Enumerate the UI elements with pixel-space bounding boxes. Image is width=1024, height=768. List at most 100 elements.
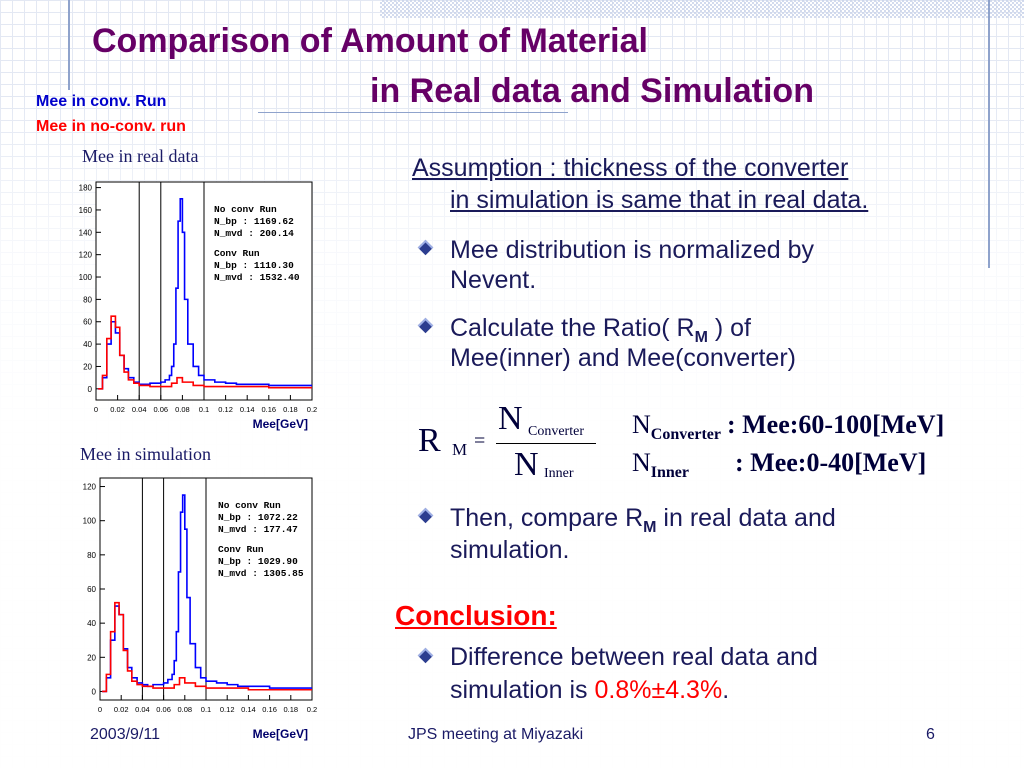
x-tick-label: 0.08 <box>175 405 190 414</box>
assumption-line2: in simulation is same that in real data. <box>450 186 869 214</box>
bullet-normalized-line2: Nevent. <box>450 266 537 294</box>
stats-label: No conv Run <box>218 500 281 511</box>
x-tick-label: 0.12 <box>218 405 233 414</box>
bullet-ratio-post: ) of <box>707 314 751 342</box>
stats-line: N_mvd : 177.47 <box>218 524 298 535</box>
stats-line: N_bp : 1110.30 <box>214 260 294 271</box>
x-tick-label: 0.2 <box>307 405 317 414</box>
legend-conv-run: Mee in conv. Run <box>36 93 167 110</box>
x-tick-label: 0 <box>98 705 102 714</box>
x-tick-label: 0.18 <box>283 405 298 414</box>
conclusion-line2: simulation is 0.8%±4.3%. <box>450 674 729 706</box>
bullet-compare-line2: simulation. <box>450 536 570 564</box>
stats-line: N_bp : 1169.62 <box>214 216 294 227</box>
footer-date: 2003/9/11 <box>90 726 160 743</box>
conclusion-line2-pre: simulation is <box>450 676 595 704</box>
caption-simulation: Mee in simulation <box>80 444 211 464</box>
top-decorative-band <box>380 0 1024 18</box>
formula-denominator-N: N <box>514 446 539 483</box>
x-tick-label: 0.04 <box>135 705 150 714</box>
x-tick-label: 0.2 <box>307 705 317 714</box>
def-converter-N: N <box>632 410 651 439</box>
def-inner: NInner : Mee:0-40[MeV] <box>632 448 926 482</box>
x-tick-label: 0.08 <box>177 705 192 714</box>
bullet-ratio-line2: Mee(inner) and Mee(converter) <box>450 344 796 372</box>
x-tick-label: 0.16 <box>261 405 276 414</box>
x-tick-label: 0.02 <box>114 705 129 714</box>
y-tick-label: 120 <box>79 251 93 260</box>
stats-line: N_bp : 1072.22 <box>218 512 298 523</box>
footer-page-number: 6 <box>926 726 935 743</box>
ratio-formula: R M = N Converter N Inner <box>418 400 608 490</box>
left-accent-line <box>68 0 70 90</box>
y-tick-label: 0 <box>92 687 97 696</box>
formula-equals: = <box>474 430 486 452</box>
y-tick-label: 100 <box>79 273 93 282</box>
formula-fraction-bar <box>496 443 596 444</box>
y-tick-label: 60 <box>87 585 96 594</box>
x-tick-label: 0.16 <box>262 705 277 714</box>
def-converter: NConverter : Mee:60-100[MeV] <box>632 410 944 444</box>
bullet-ratio-sub: M <box>694 329 708 346</box>
def-inner-sub: Inner <box>650 464 690 482</box>
def-converter-text: : Mee:60-100[MeV] <box>726 410 945 439</box>
y-tick-label: 40 <box>83 340 92 349</box>
x-tick-label: 0 <box>94 405 98 414</box>
x-tick-label: 0.14 <box>240 405 255 414</box>
conclusion-line2-post: . <box>722 676 730 704</box>
y-tick-label: 0 <box>88 385 93 394</box>
x-axis-label: Mee[GeV] <box>253 727 308 741</box>
conclusion-line1: Difference between real data and <box>450 643 818 671</box>
x-tick-label: 0.18 <box>283 705 298 714</box>
assumption-line1: Assumption : thickness of the converter <box>412 154 849 182</box>
footer-meeting: JPS meeting at Miyazaki <box>408 726 584 743</box>
y-tick-label: 160 <box>79 206 93 215</box>
y-tick-label: 40 <box>87 619 96 628</box>
legend-noconv-run: Mee in no-conv. run <box>36 118 186 135</box>
title-underline <box>258 112 568 113</box>
stats-label: Conv Run <box>214 248 260 259</box>
stats-label: No conv Run <box>214 204 277 215</box>
stats-line: N_mvd : 1305.85 <box>218 568 304 579</box>
bullet-compare-sub: M <box>643 519 657 536</box>
x-tick-label: 0.04 <box>132 405 147 414</box>
def-inner-N: N <box>632 448 651 477</box>
conclusion-value: 0.8%±4.3% <box>594 676 723 704</box>
y-tick-label: 20 <box>83 362 92 371</box>
bullet-normalized-line1: Mee distribution is normalized by <box>450 236 815 264</box>
bullet-compare-line1: Then, compare RM in real data and <box>450 502 836 544</box>
bullet-compare-pre: Then, compare R <box>450 504 644 532</box>
y-tick-label: 100 <box>83 517 97 526</box>
series-noconv-run <box>98 315 312 390</box>
def-converter-sub: Converter <box>650 426 721 444</box>
series-conv-run <box>102 494 312 693</box>
series-noconv-run <box>102 601 312 693</box>
x-tick-label: 0.06 <box>156 705 171 714</box>
stats-label: Conv Run <box>218 544 264 555</box>
right-accent-line <box>988 0 990 268</box>
y-tick-label: 60 <box>83 318 92 327</box>
formula-numerator-sub: Converter <box>528 424 584 439</box>
y-tick-label: 20 <box>87 653 96 662</box>
histogram-simulation: 0 20 40 60 80 100 120 0 0.02 0.04 0.06 0.08 0.1 0.12 0… <box>83 477 317 741</box>
formula-denominator-sub: Inner <box>544 466 574 481</box>
stats-line: N_bp : 1029.90 <box>218 556 298 567</box>
formula-numerator-N: N <box>498 400 523 437</box>
formula-R-sub: M <box>452 440 468 459</box>
x-tick-label: 0.12 <box>220 705 235 714</box>
x-tick-label: 0.06 <box>153 405 168 414</box>
x-axis-label: Mee[GeV] <box>253 417 308 431</box>
x-tick-label: 0.14 <box>241 705 256 714</box>
y-tick-label: 80 <box>87 551 96 560</box>
y-tick-label: 140 <box>79 228 93 237</box>
x-tick-label: 0.02 <box>110 405 125 414</box>
caption-real-data: Mee in real data <box>82 146 199 166</box>
formula-R: R <box>418 422 441 459</box>
y-tick-label: 120 <box>83 483 97 492</box>
bullet-compare-post: in real data and <box>656 504 836 532</box>
x-tick-label: 0.1 <box>201 705 211 714</box>
stats-line: N_mvd : 200.14 <box>214 228 294 239</box>
slide-title-line2: in Real data and Simulation <box>370 72 814 110</box>
bullet-ratio-pre: Calculate the Ratio( R <box>450 314 695 342</box>
def-inner-text: : Mee:0-40[MeV] <box>735 448 927 477</box>
